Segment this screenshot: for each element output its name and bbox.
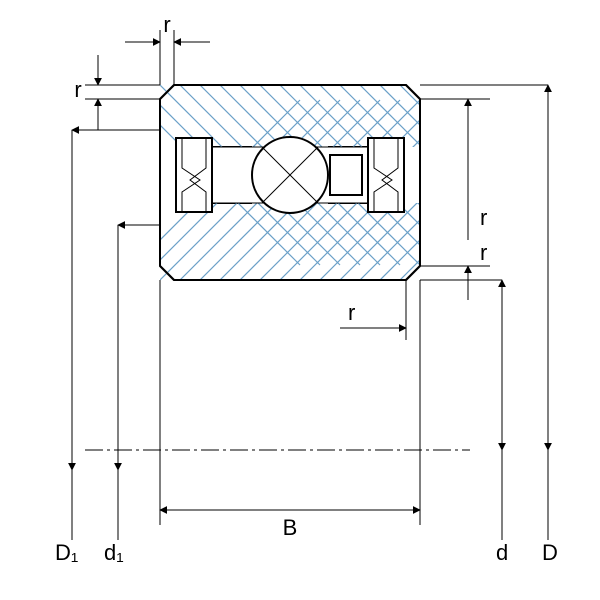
label-r-right-2: r [480,240,487,265]
label-r-left: r [74,77,81,102]
cross-section [120,85,580,280]
dimensions: r r r r r B D₁ d₁ [55,12,558,565]
label-D1: D₁ [55,540,78,565]
label-r-right-1: r [480,205,487,230]
label-r-top: r [163,12,170,37]
seal-right-icon [368,138,404,212]
label-B: B [283,515,298,540]
label-D: D [542,540,558,565]
label-d1: d₁ [104,540,124,565]
seal-left-icon [176,138,212,212]
label-r-bottom: r [348,300,355,325]
cage-icon [330,155,362,195]
label-d: d [496,540,508,565]
bearing-drawing: r r r r r B D₁ d₁ [0,0,600,600]
